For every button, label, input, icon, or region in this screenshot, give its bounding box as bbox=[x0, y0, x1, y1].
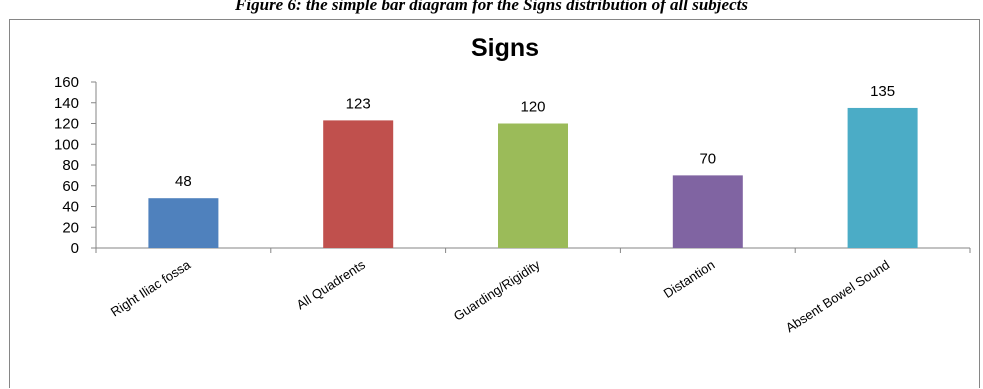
y-tick-label: 60 bbox=[62, 178, 79, 195]
data-label: 120 bbox=[520, 99, 545, 116]
bar bbox=[323, 120, 394, 248]
data-label: 123 bbox=[346, 95, 371, 112]
bar bbox=[672, 175, 743, 248]
y-tick-label: 20 bbox=[62, 219, 79, 236]
bars-group bbox=[148, 107, 918, 248]
data-label: 48 bbox=[175, 173, 192, 190]
x-tick-label: Absent Bowel Sound bbox=[783, 257, 892, 335]
y-tick-label: 100 bbox=[54, 136, 79, 153]
y-tick-label: 140 bbox=[54, 95, 79, 112]
y-axis: 0 20 40 60 80 100 120 140 160 bbox=[54, 74, 97, 257]
data-label: 70 bbox=[699, 150, 716, 167]
y-tick-label: 160 bbox=[54, 74, 79, 91]
chart-title: Signs bbox=[471, 34, 539, 62]
x-tick-label: Guarding/Rigidity bbox=[451, 257, 543, 324]
x-tick-labels-group: Right Iliac fossa All Quadrents Guarding/R… bbox=[108, 257, 892, 336]
data-label: 135 bbox=[870, 83, 895, 100]
figure-caption-text: Figure 6: the simple bar diagram for the… bbox=[235, 0, 748, 14]
y-tick-label: 40 bbox=[62, 199, 79, 216]
x-tick-label: Distantion bbox=[661, 257, 718, 301]
y-tick-label: 80 bbox=[62, 157, 79, 174]
bar bbox=[847, 107, 918, 248]
x-tick-label: Right Iliac fossa bbox=[108, 257, 194, 320]
x-axis bbox=[95, 247, 971, 253]
figure-caption: Figure 6: the simple bar diagram for the… bbox=[0, 0, 983, 20]
bar bbox=[498, 123, 568, 248]
y-tick-label: 120 bbox=[54, 116, 79, 133]
bar bbox=[148, 198, 219, 248]
data-labels-group: 48 123 120 70 135 bbox=[175, 83, 895, 190]
x-tick-label: All Quadrents bbox=[294, 257, 369, 313]
y-tick-label: 0 bbox=[71, 240, 79, 257]
